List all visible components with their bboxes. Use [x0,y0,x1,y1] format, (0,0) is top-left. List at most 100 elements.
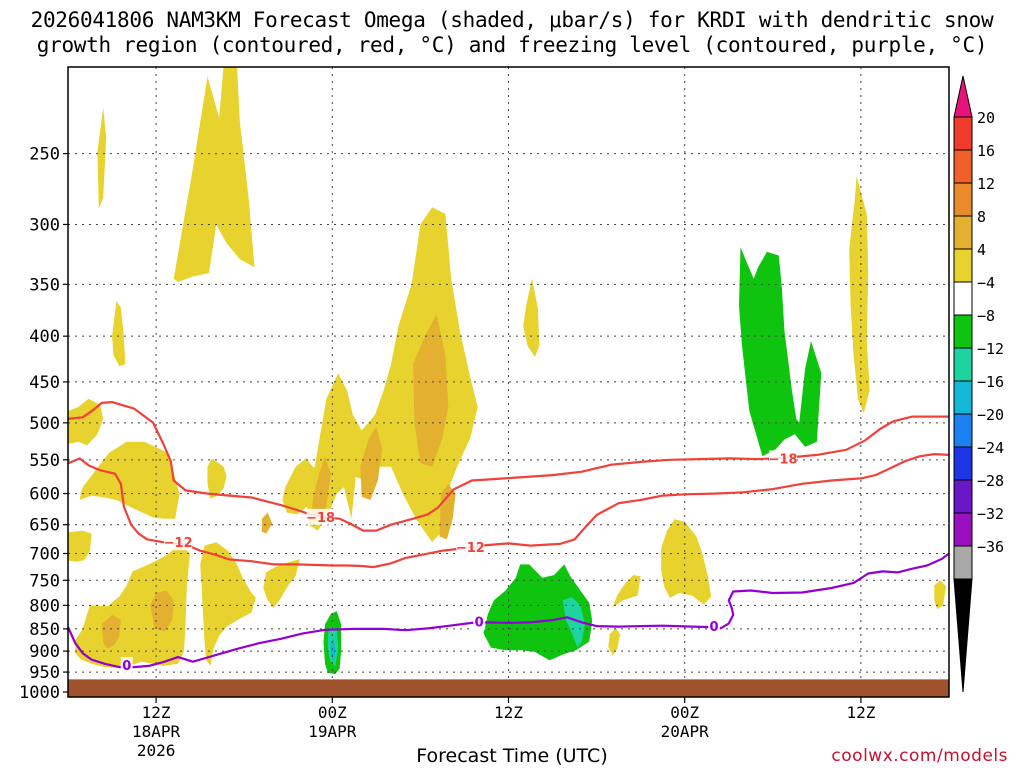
freezing-level-0-line [68,552,949,669]
omega-negative-region-3 [562,597,585,648]
freezing-level-0-label-bg-2 [708,618,721,635]
y-tick-label-800: 800 [29,596,60,616]
freezing-level-0-label-2: 0 [710,620,719,635]
y-tick-label-600: 600 [29,485,60,505]
omega-positive-region-17 [934,580,947,610]
colorbar-label-11: −28 [977,472,1004,490]
freezing-level-0-label-bg-1 [473,613,486,630]
y-tick-label-750: 750 [29,571,60,591]
colorbar-segment-11 [953,479,973,514]
omega-positive-region-15 [661,519,712,605]
colorbar-label-7: −12 [977,340,1004,358]
dgz-isotherm-18-label-1: −18 [769,452,798,467]
colorbar-top-triangle [953,75,973,118]
y-tick-label-300: 300 [29,215,60,235]
x-tick-date-42: 20APR [661,722,710,741]
dgz-isotherm-12-label-0: −12 [164,536,193,551]
dgz-isotherm-12-label-bg-1 [456,538,485,555]
colorbar-label-5: −4 [977,274,995,292]
omega-positive-region-18 [413,314,449,467]
omega-positive-region-24 [261,512,273,534]
y-tick-label-1000: 1000 [19,683,60,703]
x-tick-label-18: 00Z [318,703,347,722]
colorbar-segment-6 [953,314,973,349]
omega-positive-region-7 [282,458,315,515]
colorbar-label-8: −16 [977,373,1004,391]
dgz-isotherm-12-label-bg-0 [164,534,193,551]
dgz-isotherm-18-label-bg-1 [769,450,798,467]
chart-title-line-2: growth region (contoured, red, °C) and f… [36,33,988,57]
colorbar-segment-1 [953,149,973,184]
x-tick-label-6: 12Z [142,703,171,722]
x-tick-label-42: 00Z [670,703,699,722]
omega-positive-region-12 [263,559,300,608]
terrain-fill [68,679,949,697]
y-tick-label-400: 400 [29,327,60,347]
dgz-isotherm-12-label-1: −12 [456,541,485,556]
dgz-isotherm-18-label-0: −18 [306,511,335,526]
omega-negative-region-0 [739,247,822,457]
y-tick-label-900: 900 [29,642,60,662]
omega-positive-region-16 [849,176,870,414]
dgz-isotherm-12-line [68,453,949,569]
colorbar-segment-3 [953,215,973,250]
y-tick-label-250: 250 [29,145,60,165]
omega-positive-region-10 [68,530,92,562]
omega-positive-region-13 [612,575,641,608]
omega-positive-region-3 [112,300,126,367]
omega-negative-region-1 [483,564,593,661]
colorbar-segment-8 [953,380,973,415]
y-tick-label-350: 350 [29,275,60,295]
freezing-level-0-label-1: 0 [475,615,484,630]
freezing-level-0-label-bg-0 [120,657,133,674]
colorbar-label-0: 20 [977,109,995,127]
colorbar-segment-9 [953,413,973,448]
y-tick-label-850: 850 [29,620,60,640]
x-axis-label: Forecast Time (UTC) [416,745,608,767]
colorbar-segment-12 [953,512,973,547]
colorbar-label-12: −32 [977,505,1004,523]
colorbar-segment-7 [953,347,973,382]
x-tick-label-54: 12Z [846,703,875,722]
y-tick-label-700: 700 [29,544,60,564]
omega-positive-region-19 [360,426,383,500]
y-tick-label-950: 950 [29,663,60,683]
colorbar-label-3: 8 [977,208,986,226]
omega-positive-region-14 [608,628,621,656]
omega-positive-region-8 [523,278,540,357]
colorbar-label-6: −8 [977,307,995,325]
x-tick-year-6: 2026 [137,741,176,760]
colorbar-segment-4 [953,248,973,283]
y-tick-label-500: 500 [29,414,60,434]
colorbar-segment-2 [953,182,973,217]
x-tick-label-30: 12Z [494,703,523,722]
omega-positive-region-21 [439,483,456,540]
y-tick-label-450: 450 [29,373,60,393]
colorbar-label-9: −20 [977,406,1004,424]
omega-positive-region-0 [97,107,107,209]
dgz-isotherm-18-label-bg-0 [306,508,335,525]
colorbar-label-4: 4 [977,241,986,259]
colorbar-segment-0 [953,116,973,151]
colorbar-label-10: −24 [977,439,1004,457]
site-credit: coolwx.com/models [831,746,1008,766]
colorbar-segment-5 [953,281,973,316]
colorbar-label-13: −36 [977,538,1004,556]
y-tick-label-650: 650 [29,516,60,536]
omega-positive-region-4 [79,441,180,519]
x-tick-date-6: 18APR [132,722,181,741]
colorbar-label-2: 12 [977,175,995,193]
omega-positive-region-22 [101,614,121,649]
y-tick-label-550: 550 [29,451,60,471]
omega-positive-region-1 [173,67,255,283]
colorbar-label-1: 16 [977,142,995,160]
omega-positive-region-20 [311,456,331,519]
omega-positive-region-5 [207,458,227,499]
colorbar-segment-10 [953,446,973,481]
x-tick-date-18: 19APR [308,722,357,741]
colorbar-bottom-triangle [953,578,973,693]
plot-area-group: −12 −12 −18 −18 0 0 0 [68,67,949,697]
omega-positive-region-11 [200,542,256,666]
colorbar-segment-13 [953,545,973,580]
